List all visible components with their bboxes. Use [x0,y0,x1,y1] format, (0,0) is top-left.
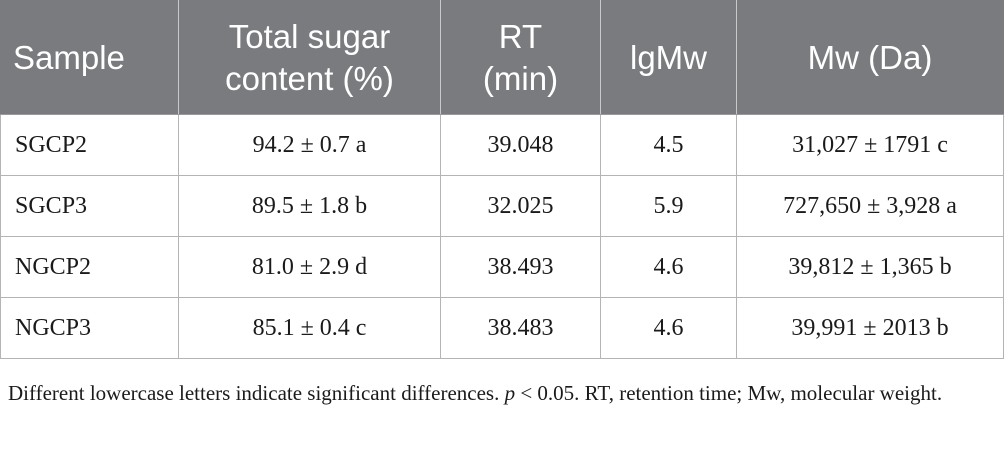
cell-mw: 31,027 ± 1791 c [736,114,1004,176]
cell-rt: 38.483 [440,297,601,359]
cell-total-sugar: 94.2 ± 0.7 a [178,114,441,176]
cell-rt: 32.025 [440,175,601,237]
footnote-p-symbol: p [504,381,516,405]
cell-sample: NGCP3 [0,297,179,359]
table-footnote: Different lowercase letters indicate sig… [8,377,998,410]
footnote-text-end: < 0.05. RT, retention time; Mw, molecula… [515,381,943,405]
cell-mw: 39,812 ± 1,365 b [736,236,1004,298]
data-table: Sample Total sugar content (%) RT (min) … [0,0,1004,359]
cell-total-sugar: 89.5 ± 1.8 b [178,175,441,237]
header-mw: Mw (Da) [736,0,1004,115]
table-row: NGCP2 81.0 ± 2.9 d 38.493 4.6 39,812 ± 1… [0,236,1004,298]
table-row: NGCP3 85.1 ± 0.4 c 38.483 4.6 39,991 ± 2… [0,297,1004,359]
cell-mw: 39,991 ± 2013 b [736,297,1004,359]
header-sample: Sample [0,0,179,115]
header-rt: RT (min) [440,0,601,115]
cell-mw: 727,650 ± 3,928 a [736,175,1004,237]
cell-lgmw: 5.9 [600,175,737,237]
header-lgmw: lgMw [600,0,737,115]
cell-sample: SGCP2 [0,114,179,176]
table-row: SGCP3 89.5 ± 1.8 b 32.025 5.9 727,650 ± … [0,175,1004,237]
table-row: SGCP2 94.2 ± 0.7 a 39.048 4.5 31,027 ± 1… [0,114,1004,176]
cell-total-sugar: 81.0 ± 2.9 d [178,236,441,298]
cell-rt: 38.493 [440,236,601,298]
cell-lgmw: 4.6 [600,297,737,359]
cell-total-sugar: 85.1 ± 0.4 c [178,297,441,359]
cell-lgmw: 4.5 [600,114,737,176]
header-total-sugar-content: Total sugar content (%) [178,0,441,115]
cell-sample: SGCP3 [0,175,179,237]
cell-sample: NGCP2 [0,236,179,298]
cell-lgmw: 4.6 [600,236,737,298]
table-header-row: Sample Total sugar content (%) RT (min) … [0,0,1004,115]
footnote-text-start: Different lowercase letters indicate sig… [8,381,505,405]
cell-rt: 39.048 [440,114,601,176]
